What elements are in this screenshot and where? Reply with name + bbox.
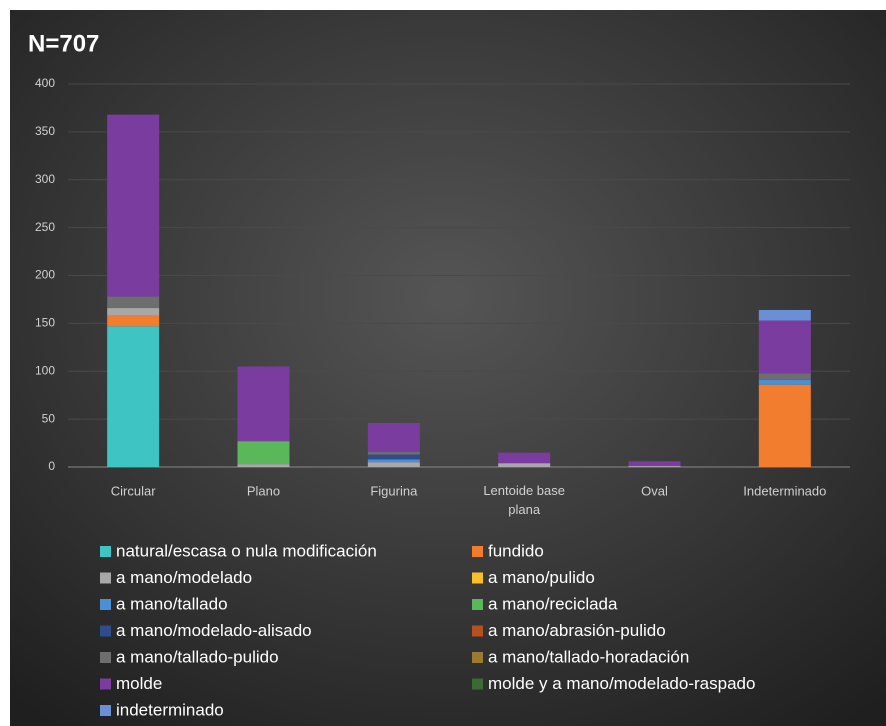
y-tick-label: 250 — [35, 220, 55, 234]
bar-segment — [758, 309, 811, 321]
x-tick-label: Lentoide base plana — [483, 483, 565, 517]
legend-swatch — [100, 705, 111, 716]
legend-label: a mano/abrasión-pulido — [488, 621, 666, 640]
chart-title: N=707 — [28, 30, 99, 57]
bar-segment — [758, 379, 811, 385]
x-tick-label: Circular — [111, 483, 156, 498]
bar-segment — [367, 459, 420, 463]
legend-label: indeterminado — [116, 700, 224, 719]
legend-swatch — [472, 678, 483, 690]
legend-label: a mano/modelado-alisado — [116, 621, 312, 640]
y-tick-label: 50 — [42, 411, 56, 425]
bar-segment — [367, 451, 420, 455]
x-tick-label: Indeterminado — [743, 483, 826, 498]
bar-segment — [628, 461, 681, 467]
y-tick-label: 100 — [35, 363, 55, 377]
y-tick-label: 350 — [35, 124, 55, 138]
legend-label: a mano/tallado-pulido — [116, 647, 279, 666]
x-tick-label: Plano — [247, 483, 280, 498]
legend-swatch — [472, 625, 483, 637]
legend-swatch — [100, 652, 111, 663]
bar-segment — [107, 114, 160, 297]
legend-swatch — [100, 572, 111, 584]
bar-segment — [107, 326, 160, 467]
legend-swatch — [472, 599, 483, 610]
legend-swatch — [100, 599, 111, 610]
x-tick-label: Oval — [641, 483, 668, 498]
y-tick-label: 200 — [35, 268, 55, 282]
legend-swatch — [472, 652, 483, 663]
y-tick-label: 0 — [48, 459, 55, 473]
bar-segment — [107, 315, 160, 327]
bar-segment — [498, 463, 551, 467]
legend-label: natural/escasa o nula modificación — [116, 541, 377, 560]
legend-label: fundido — [488, 541, 544, 560]
legend-swatch — [100, 546, 111, 557]
bar-segment — [237, 464, 290, 467]
bar-segment — [758, 384, 811, 467]
legend-swatch — [472, 572, 483, 584]
bar-segment — [237, 366, 290, 442]
bar-segment — [628, 466, 681, 467]
legend-label: a mano/pulido — [488, 568, 595, 587]
bar-segment — [758, 373, 811, 380]
legend-swatch — [100, 678, 111, 690]
y-tick-label: 150 — [35, 316, 55, 330]
bar-segment — [237, 441, 290, 465]
legend-label: a mano/reciclada — [488, 594, 618, 613]
bar-segment — [107, 296, 160, 309]
legend-label: molde y a mano/modelado-raspado — [488, 674, 755, 693]
bar-segment — [367, 462, 420, 467]
y-tick-label: 300 — [35, 172, 55, 186]
legend-swatch — [100, 625, 111, 637]
bar-segment — [107, 308, 160, 316]
bar-segment — [758, 320, 811, 374]
x-tick-label: Figurina — [370, 483, 418, 498]
legend-label: a mano/tallado — [116, 594, 228, 613]
legend-label: a mano/tallado-horadación — [488, 647, 689, 666]
y-tick-label: 400 — [35, 76, 55, 90]
bar-segment — [367, 454, 420, 460]
legend-swatch — [472, 546, 483, 557]
bar-segment — [367, 422, 420, 452]
legend-label: a mano/modelado — [116, 568, 252, 587]
legend-label: molde — [116, 674, 162, 693]
bar-segment — [498, 452, 551, 464]
